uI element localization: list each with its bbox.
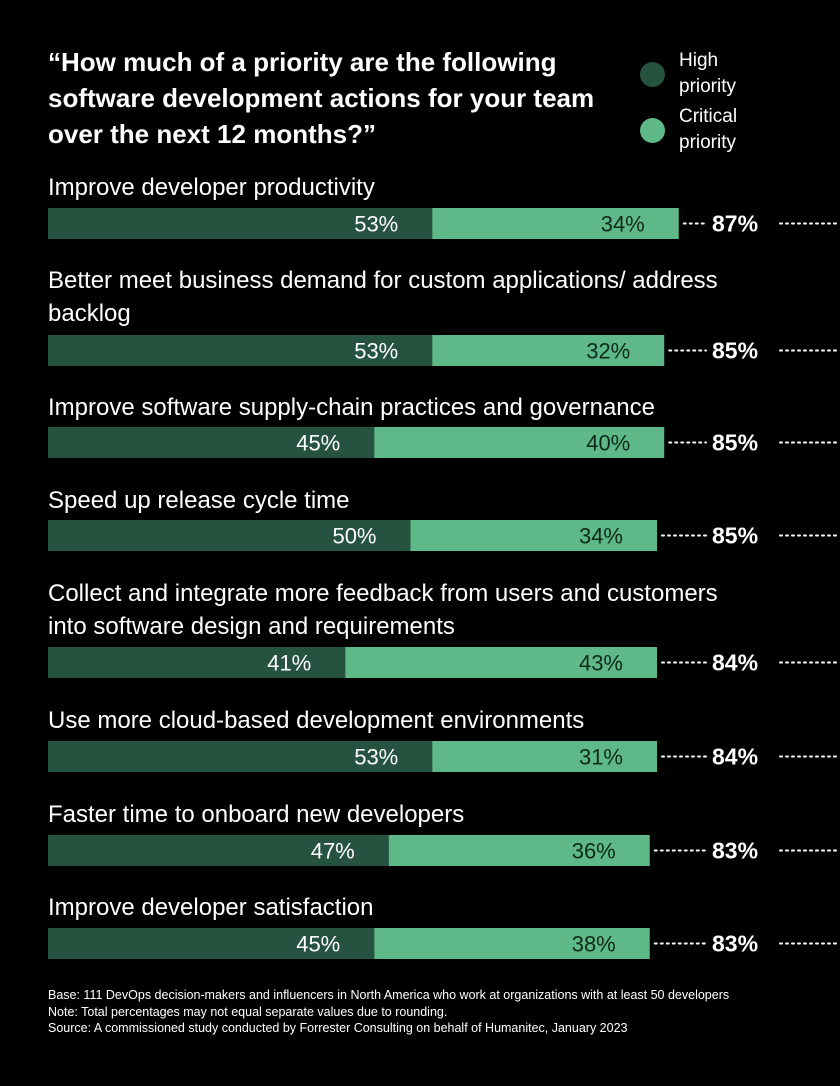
value-label-critical: 36% — [572, 839, 616, 864]
bar-segment-critical — [388, 835, 650, 866]
value-label-critical: 40% — [586, 431, 630, 456]
chart-title: “How much of a priority are the followin… — [48, 47, 595, 149]
bar-segment-high — [48, 335, 433, 366]
bar-segment-critical — [374, 928, 650, 959]
value-label-high: 41% — [267, 651, 311, 676]
legend-swatch-critical — [640, 117, 665, 143]
bar-segment-high — [48, 741, 433, 772]
value-label-high: 53% — [354, 339, 398, 364]
total-label: 85% — [712, 430, 758, 456]
value-label-high: 50% — [332, 524, 376, 549]
value-label-critical: 43% — [579, 651, 623, 676]
bar-segment-critical — [432, 208, 679, 239]
total-label: 83% — [712, 838, 758, 864]
value-label-critical: 34% — [579, 524, 623, 549]
value-label-critical: 34% — [601, 212, 645, 237]
bar-segment-high — [48, 208, 433, 239]
category-label: Better meet business demand for custom a… — [48, 267, 718, 327]
footer-note: Note: Total percentages may not equal se… — [48, 1004, 448, 1019]
value-label-high: 53% — [354, 212, 398, 237]
bar-segment-critical — [432, 741, 657, 772]
bar-segment-high — [48, 520, 411, 551]
value-label-critical: 32% — [586, 339, 630, 364]
bar-segment-high — [48, 427, 375, 458]
category-label: Collect and integrate more feedback from… — [48, 580, 718, 640]
bar-segment-high — [48, 647, 346, 678]
category-label: Improve developer satisfaction — [48, 894, 374, 921]
value-label-critical: 38% — [572, 932, 616, 957]
category-label: Speed up release cycle time — [48, 487, 350, 514]
value-label-high: 53% — [354, 745, 398, 770]
footer-base: Base: 111 DevOps decision-makers and inf… — [48, 988, 730, 1002]
bar-segment-high — [48, 928, 375, 959]
legend-swatch-high — [640, 61, 665, 87]
value-label-high: 45% — [296, 431, 340, 456]
value-label-high: 45% — [296, 932, 340, 957]
legend-item-high: High priority — [640, 48, 779, 100]
legend-label-critical: Critical priority — [679, 106, 738, 153]
bar-segment-critical — [432, 335, 665, 366]
total-label: 85% — [712, 523, 758, 549]
category-label: Improve software supply-chain practices … — [48, 394, 655, 421]
legend: High priority Critical priority — [640, 48, 779, 160]
bar-segment-critical — [374, 427, 665, 458]
total-label: 87% — [712, 211, 758, 237]
category-label: Faster time to onboard new developers — [48, 801, 465, 828]
legend-label-high: High priority — [679, 50, 737, 97]
legend-item-critical: Critical priority — [640, 104, 779, 156]
value-label-critical: 31% — [579, 745, 623, 770]
footer-source: Source: A commissioned study conducted b… — [48, 1021, 628, 1035]
total-label: 84% — [712, 744, 758, 770]
total-label: 85% — [712, 338, 758, 364]
category-label: Use more cloud-based development environ… — [48, 707, 585, 734]
bar-segment-high — [48, 835, 389, 866]
bar-segment-critical — [410, 520, 657, 551]
bar-segment-critical — [345, 647, 657, 678]
total-label: 83% — [712, 931, 758, 957]
value-label-high: 47% — [311, 839, 355, 864]
total-label: 84% — [712, 650, 758, 676]
footer: Base: 111 DevOps decision-makers and inf… — [48, 987, 748, 1037]
category-label: Improve developer productivity — [48, 174, 375, 201]
